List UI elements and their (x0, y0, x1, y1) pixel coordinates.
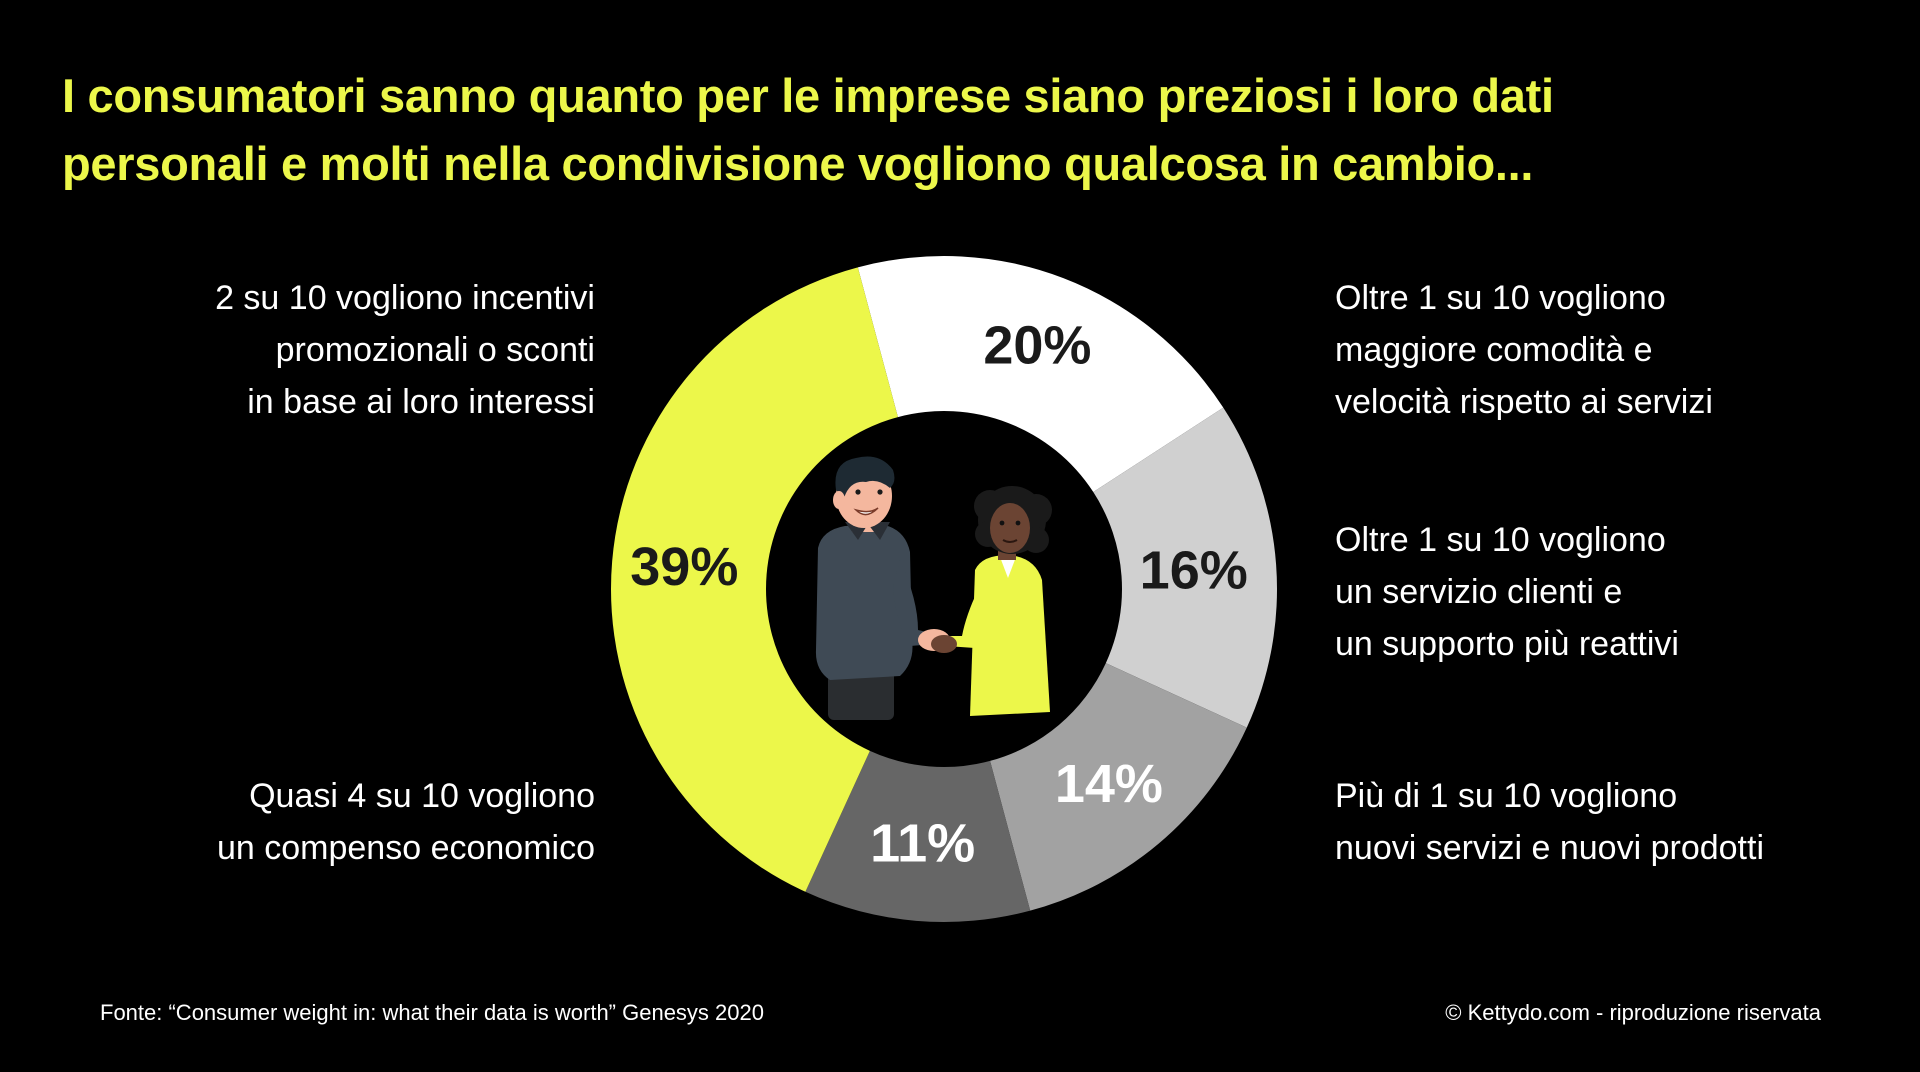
man-figure (815, 456, 935, 720)
label-comodita-line-1: Oltre 1 su 10 vogliono (1335, 279, 1666, 317)
label-comodita: Oltre 1 su 10 vogliono maggiore comodità… (1335, 272, 1895, 428)
label-incentivi-line-2: promozionali o sconti (275, 331, 595, 369)
slice-comodita-label: 16% (1140, 541, 1248, 601)
label-compenso-line-2: un compenso economico (216, 829, 595, 867)
slice-nuovi (805, 750, 1031, 923)
slice-servizio-label: 14% (1055, 754, 1163, 814)
label-servizio: Oltre 1 su 10 vogliono un servizio clien… (1335, 514, 1895, 670)
label-nuovi-line-2: nuovi servizi e nuovi prodotti (1335, 829, 1765, 867)
slice-incentivi-label: 20% (983, 316, 1091, 376)
slice-servizio (990, 663, 1247, 911)
handshake-hands (918, 629, 957, 653)
label-compenso-line-1: Quasi 4 su 10 vogliono (249, 777, 595, 815)
label-nuovi: Più di 1 su 10 vogliono nuovi servizi e … (1335, 770, 1895, 874)
source-note: Fonte: “Consumer weight in: what their d… (100, 1000, 764, 1025)
page-title: I consumatori sanno quanto per le impres… (62, 62, 1862, 198)
label-comodita-line-2: maggiore comodità e (1335, 331, 1653, 369)
title-line-2: personali e molti nella condivisione vog… (62, 137, 1534, 190)
slice-incentivi (857, 255, 1224, 493)
label-incentivi: 2 su 10 vogliono incentivi promozionali … (130, 272, 595, 428)
label-compenso: Quasi 4 su 10 vogliono un compenso econo… (130, 770, 595, 874)
label-nuovi-line-1: Più di 1 su 10 vogliono (1335, 777, 1678, 815)
label-comodita-line-3: velocità rispetto ai servizi (1335, 383, 1713, 421)
donut-slices (611, 255, 1277, 923)
donut-data-labels: 20% 16% 14% 11% 39% (630, 316, 1248, 874)
woman-figure (944, 486, 1052, 716)
label-servizio-line-1: Oltre 1 su 10 vogliono (1335, 521, 1666, 559)
copyright-note: © Kettydo.com - riproduzione riservata (1445, 1000, 1821, 1025)
label-incentivi-line-3: in base ai loro interessi (247, 383, 595, 421)
title-line-1: I consumatori sanno quanto per le impres… (62, 69, 1554, 122)
handshake-illustration (815, 456, 1052, 720)
slice-nuovi-label: 11% (870, 814, 975, 874)
slice-compenso (611, 267, 898, 892)
slice-compenso-label: 39% (630, 537, 738, 597)
slice-comodita (1093, 407, 1277, 728)
label-incentivi-line-1: 2 su 10 vogliono incentivi (215, 279, 595, 317)
label-servizio-line-3: un supporto più reattivi (1335, 625, 1679, 663)
label-servizio-line-2: un servizio clienti e (1335, 573, 1623, 611)
